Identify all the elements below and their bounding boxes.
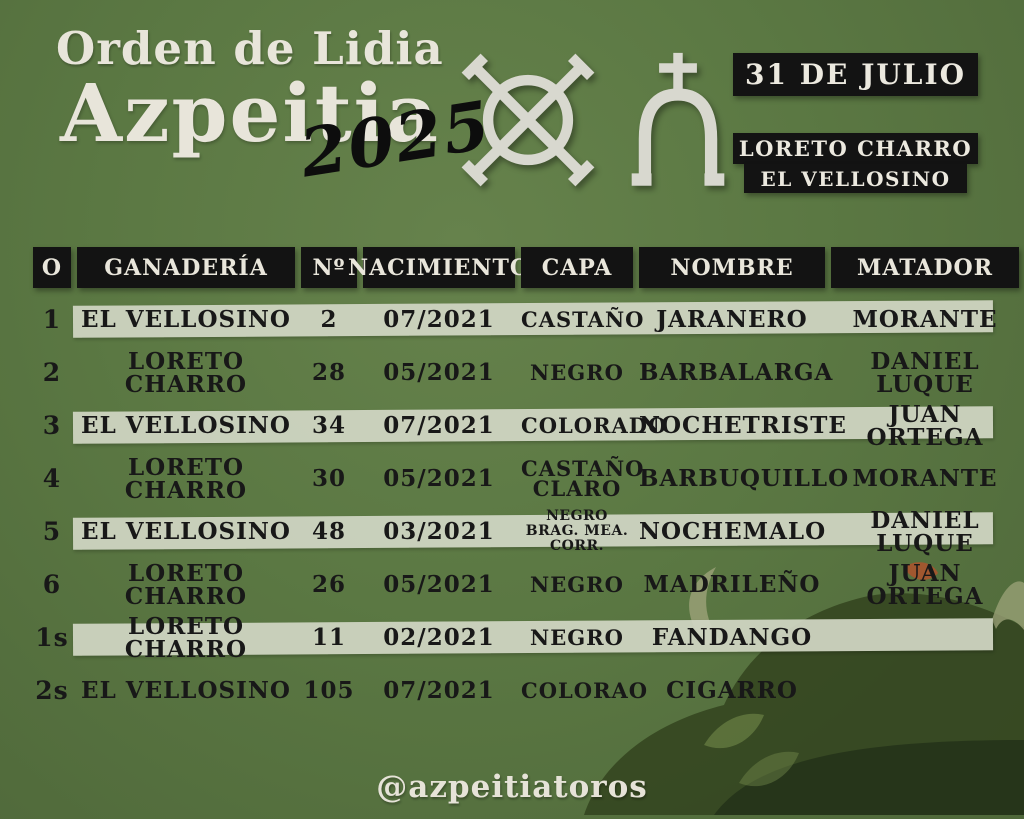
row-matador: DANIEL LUQUE (870, 347, 980, 398)
row-ganaderia: EL VELLOSINO (81, 677, 291, 704)
poster-city-title: Azpeitia (60, 66, 440, 160)
row-capa: COLORADO (521, 412, 668, 438)
ranch-badge-el-vellosino: EL VELLOSINO (744, 164, 967, 193)
arch-cross-brand-icon (626, 48, 730, 196)
row-nombre: JARANERO (656, 306, 808, 333)
table-row: 2 LORETO CHARRO 28 05/2021 NEGRO BARBALA… (33, 346, 1019, 399)
row-order: 2 (42, 358, 62, 387)
row-capa: CASTAÑO CLARO (521, 455, 645, 501)
row-ganaderia: LORETO CHARRO (124, 347, 248, 398)
table-row: 3 EL VELLOSINO 34 07/2021 COLORADO NOCHE… (33, 399, 1019, 452)
column-header-capa: CAPA (521, 247, 633, 288)
row-order: 5 (42, 517, 62, 546)
table-header: O GANADERÍA Nº NACIMIENTO CAPA NOMBRE MA… (33, 247, 1019, 288)
column-header-numero: Nº (301, 247, 357, 288)
ranch-badge-loreto-charro: LORETO CHARRO (733, 133, 978, 164)
table-row: 1 EL VELLOSINO 2 07/2021 CASTAÑO JARANER… (33, 293, 1019, 346)
row-numero: 28 (311, 359, 346, 386)
row-matador: JUAN ORTEGA (866, 559, 984, 610)
crossed-circle-brand-icon (452, 48, 604, 196)
row-nacimiento: 05/2021 (383, 465, 495, 492)
row-capa: CASTAÑO (521, 306, 645, 332)
row-capa: NEGRO (530, 571, 624, 597)
row-matador: DANIEL LUQUE (870, 506, 980, 557)
row-nombre: FANDANGO (651, 624, 813, 651)
row-matador: MORANTE (852, 465, 998, 492)
row-numero: 26 (311, 571, 346, 598)
row-nombre: BARBUQUILLO (639, 465, 850, 492)
row-nacimiento: 03/2021 (383, 518, 495, 545)
row-nombre: NOCHETRISTE (639, 412, 847, 439)
table-row: 1s LORETO CHARRO 11 02/2021 NEGRO FANDAN… (33, 611, 1019, 664)
column-header-nombre: NOMBRE (639, 247, 825, 288)
row-order: 1 (42, 305, 62, 334)
row-nacimiento: 02/2021 (383, 624, 495, 651)
column-header-matador: MATADOR (831, 247, 1019, 288)
row-matador: MORANTE (852, 306, 998, 333)
row-numero: 11 (311, 624, 346, 651)
row-nacimiento: 07/2021 (383, 677, 495, 704)
column-header-order: O (33, 247, 71, 288)
row-ganaderia: LORETO CHARRO (124, 453, 248, 504)
row-order: 2s (35, 676, 69, 705)
row-ganaderia: EL VELLOSINO (81, 412, 291, 439)
row-nacimiento: 07/2021 (383, 306, 495, 333)
date-badge: 31 DE JULIO (733, 53, 978, 96)
table-body: 1 EL VELLOSINO 2 07/2021 CASTAÑO JARANER… (33, 293, 1019, 717)
table-row: 5 EL VELLOSINO 48 03/2021 NEGRO BRAG. ME… (33, 505, 1019, 558)
poster-title: Orden de Lidia (56, 22, 444, 75)
row-nombre: MADRILEÑO (643, 571, 821, 598)
row-nacimiento: 05/2021 (383, 571, 495, 598)
row-numero: 105 (303, 677, 355, 704)
row-capa: NEGRO BRAG. MEA. CORR. (525, 508, 629, 554)
row-nombre: CIGARRO (666, 677, 798, 704)
column-header-nacimiento: NACIMIENTO (348, 247, 529, 288)
table-row: 4 LORETO CHARRO 30 05/2021 CASTAÑO CLARO… (33, 452, 1019, 505)
row-order: 4 (42, 464, 62, 493)
brand-icons (452, 48, 730, 196)
row-nacimiento: 05/2021 (383, 359, 495, 386)
row-numero: 2 (320, 306, 338, 333)
row-nacimiento: 07/2021 (383, 412, 495, 439)
row-capa: NEGRO (530, 359, 624, 385)
row-capa: COLORAO (521, 677, 649, 703)
row-capa: NEGRO (530, 624, 624, 650)
row-numero: 30 (311, 465, 346, 492)
column-header-ganaderia: GANADERÍA (77, 247, 295, 288)
table-row: 2s EL VELLOSINO 105 07/2021 COLORAO CIGA… (33, 664, 1019, 717)
row-nombre: NOCHEMALO (639, 518, 827, 545)
row-ganaderia: LORETO CHARRO (124, 559, 248, 610)
row-numero: 48 (311, 518, 346, 545)
row-order: 6 (42, 570, 62, 599)
instagram-handle: @azpeitiatoros (376, 769, 648, 805)
row-nombre: BARBALARGA (639, 359, 834, 386)
table-row: 6 LORETO CHARRO 26 05/2021 NEGRO MADRILE… (33, 558, 1019, 611)
row-matador: JUAN ORTEGA (866, 400, 984, 451)
row-ganaderia: EL VELLOSINO (81, 518, 291, 545)
row-order: 1s (35, 623, 69, 652)
row-order: 3 (42, 411, 62, 440)
row-numero: 34 (311, 412, 346, 439)
row-ganaderia: LORETO CHARRO (124, 612, 248, 663)
row-ganaderia: EL VELLOSINO (81, 306, 291, 333)
